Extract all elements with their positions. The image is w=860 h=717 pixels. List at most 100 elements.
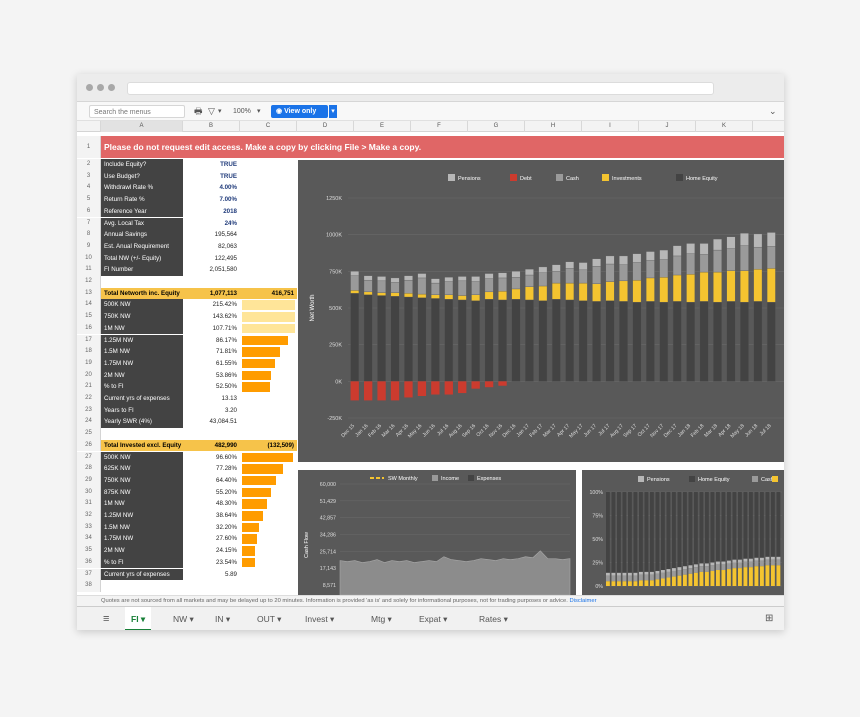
- column-header-e[interactable]: E: [354, 121, 411, 132]
- row-number[interactable]: 26: [77, 439, 101, 452]
- row-number[interactable]: 21: [77, 381, 101, 393]
- row-number[interactable]: 33: [77, 521, 101, 534]
- table-row[interactable]: Avg. Local Tax 24%: [101, 217, 297, 230]
- table-row[interactable]: Est. Anual Requirement 82,063: [101, 240, 297, 253]
- table-row[interactable]: 2M NW 53.86%: [101, 369, 297, 382]
- row-number[interactable]: 5: [77, 194, 101, 206]
- row-number[interactable]: 31: [77, 498, 101, 510]
- sheet-tab-invest[interactable]: Invest ▾: [299, 607, 340, 630]
- row-number[interactable]: 11: [77, 264, 101, 276]
- table-row[interactable]: Return Rate % 7.00%: [101, 194, 297, 206]
- row-number[interactable]: 13: [77, 287, 101, 300]
- add-sheet-icon[interactable]: ⊞: [765, 613, 774, 624]
- table-row[interactable]: 625K NW 77.28%: [101, 463, 297, 475]
- print-icon[interactable]: 🖶: [194, 106, 203, 116]
- view-mode-dropdown-icon[interactable]: ▾: [329, 105, 337, 118]
- column-header-f[interactable]: F: [411, 121, 468, 132]
- row-number[interactable]: 23: [77, 404, 101, 417]
- column-header-g[interactable]: G: [468, 121, 525, 132]
- column-header-k[interactable]: K: [696, 121, 753, 132]
- collapse-chevron-icon[interactable]: ⌄: [769, 106, 777, 116]
- table-row[interactable]: Years to FI 3.20: [101, 404, 297, 417]
- row-number[interactable]: 29: [77, 474, 101, 487]
- row-number[interactable]: 12: [77, 276, 101, 288]
- address-bar[interactable]: [127, 82, 714, 95]
- table-row[interactable]: 1.25M NW 38.64%: [101, 510, 297, 522]
- table-row[interactable]: 500K NW 215.42%: [101, 299, 297, 312]
- table-row[interactable]: Annual Savings 195,564: [101, 229, 297, 241]
- table-row[interactable]: 500K NW 96.60%: [101, 451, 297, 464]
- row-number[interactable]: 22: [77, 393, 101, 405]
- row-number[interactable]: 19: [77, 357, 101, 370]
- table-row[interactable]: 1.25M NW 86.17%: [101, 334, 297, 347]
- row-number[interactable]: 2: [77, 159, 101, 171]
- table-row[interactable]: 1.5M NW 71.81%: [101, 346, 297, 358]
- filter-dropdown-icon[interactable]: ▾: [218, 108, 222, 115]
- table-row[interactable]: % to FI 52.50%: [101, 381, 297, 393]
- table-row[interactable]: Include Equity? TRUE: [101, 159, 297, 171]
- summary-header-row[interactable]: Total Invested excl. Equity 482,990 (132,5…: [101, 439, 297, 452]
- row-number[interactable]: 36: [77, 556, 101, 569]
- row-number[interactable]: 24: [77, 416, 101, 429]
- row-number[interactable]: 34: [77, 533, 101, 546]
- filter-icon[interactable]: ▽: [208, 106, 215, 116]
- table-row[interactable]: 1.75M NW 27.60%: [101, 533, 297, 546]
- row-number[interactable]: 9: [77, 240, 101, 253]
- select-all-corner[interactable]: [77, 121, 101, 132]
- row-number[interactable]: 16: [77, 322, 101, 335]
- table-row[interactable]: 875K NW 55.20%: [101, 486, 297, 499]
- column-header-c[interactable]: C: [240, 121, 297, 132]
- row-number[interactable]: 8: [77, 229, 101, 241]
- row-number[interactable]: 6: [77, 205, 101, 218]
- row-number[interactable]: 10: [77, 252, 101, 265]
- row-number[interactable]: 28: [77, 463, 101, 475]
- column-header-i[interactable]: I: [582, 121, 639, 132]
- row-number[interactable]: 25: [77, 428, 101, 440]
- sheet-tab-in[interactable]: IN ▾: [209, 607, 236, 630]
- row-number[interactable]: 17: [77, 334, 101, 347]
- zoom-select[interactable]: 100%: [233, 108, 251, 115]
- table-row[interactable]: 1.75M NW 61.55%: [101, 357, 297, 370]
- sheet-tab-rates[interactable]: Rates ▾: [473, 607, 514, 630]
- window-maximize-dot[interactable]: [108, 84, 115, 91]
- row-number[interactable]: 27: [77, 451, 101, 464]
- column-header-j[interactable]: J: [639, 121, 696, 132]
- row-number[interactable]: 38: [77, 580, 101, 592]
- row-number[interactable]: 32: [77, 510, 101, 522]
- table-row[interactable]: Current yrs of expenses 5.89: [101, 568, 297, 581]
- row-number[interactable]: 20: [77, 369, 101, 382]
- all-sheets-menu-icon[interactable]: ≡: [103, 613, 110, 625]
- view-only-button[interactable]: ◉ View only: [271, 105, 328, 118]
- column-header-d[interactable]: D: [297, 121, 354, 132]
- row-number[interactable]: 37: [77, 568, 101, 581]
- table-row[interactable]: % to FI 23.54%: [101, 556, 297, 569]
- table-row[interactable]: FI Number 2,051,580: [101, 264, 297, 276]
- table-row[interactable]: 2M NW 24.15%: [101, 545, 297, 557]
- summary-header-row[interactable]: Total Networth inc. Equity 1,077,113 416,7…: [101, 287, 297, 300]
- row-number[interactable]: 3: [77, 170, 101, 183]
- menu-search-input[interactable]: Search the menus (Option+/): [89, 105, 185, 129]
- row-number[interactable]: 15: [77, 311, 101, 323]
- sheet-tab-out[interactable]: OUT ▾: [251, 607, 287, 630]
- table-row[interactable]: Withdrawl Rate % 4.00%: [101, 182, 297, 195]
- column-header-a[interactable]: A: [101, 121, 183, 132]
- sheet-tab-fi[interactable]: FI ▾: [125, 607, 152, 630]
- row-number[interactable]: 4: [77, 182, 101, 195]
- window-close-dot[interactable]: [86, 84, 93, 91]
- table-row[interactable]: Reference Year 2018: [101, 205, 297, 218]
- table-row[interactable]: Yearly SWR (4%) 43,084.51: [101, 416, 297, 429]
- row-number[interactable]: 18: [77, 346, 101, 358]
- row-number[interactable]: 14: [77, 299, 101, 312]
- row-number[interactable]: 35: [77, 545, 101, 557]
- table-row[interactable]: Total NW (+/- Equity) 122,495: [101, 252, 297, 265]
- table-row[interactable]: 750K NW 64.40%: [101, 474, 297, 487]
- column-header-h[interactable]: H: [525, 121, 582, 132]
- table-row[interactable]: 1.5M NW 32.20%: [101, 521, 297, 534]
- zoom-dropdown-icon[interactable]: ▾: [257, 108, 261, 115]
- table-row[interactable]: 1M NW 107.71%: [101, 322, 297, 335]
- sheet-tab-mtg[interactable]: Mtg ▾: [365, 607, 398, 630]
- sheet-tab-nw[interactable]: NW ▾: [167, 607, 200, 630]
- table-row[interactable]: 750K NW 143.62%: [101, 311, 297, 323]
- table-row[interactable]: 1M NW 48.30%: [101, 498, 297, 510]
- spreadsheet-grid[interactable]: Please do not request edit access. Make …: [77, 133, 784, 595]
